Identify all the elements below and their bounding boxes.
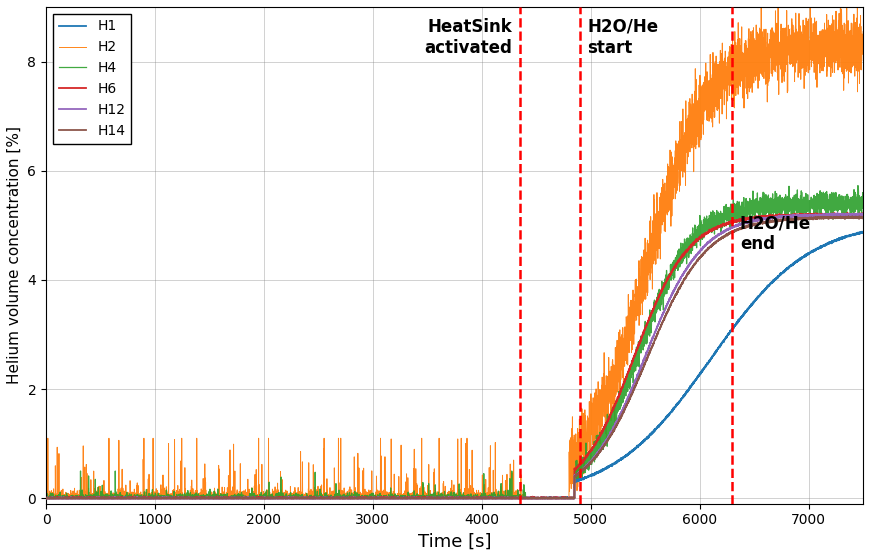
X-axis label: Time [s]: Time [s] — [417, 533, 491, 551]
H4 — [93, 494, 103, 501]
H1 — [62, 495, 72, 502]
H14 — [41, 495, 51, 502]
H6 — [857, 211, 867, 218]
H2 — [857, 28, 867, 35]
H1 — [857, 229, 867, 235]
Line: H4: H4 — [46, 186, 862, 498]
H14 — [41, 495, 51, 502]
H2 — [93, 492, 103, 499]
H12 — [62, 495, 72, 502]
H12 — [832, 210, 842, 217]
H4 — [520, 495, 530, 502]
H14 — [93, 495, 103, 502]
Text: H2O/He
end: H2O/He end — [740, 214, 810, 253]
H2 — [520, 495, 530, 502]
H6 — [322, 495, 333, 502]
H14 — [397, 495, 408, 502]
H1 — [397, 495, 408, 502]
H6 — [41, 495, 51, 502]
H12 — [41, 495, 51, 502]
H1 — [93, 495, 103, 502]
H14 — [322, 495, 333, 502]
H1 — [322, 494, 332, 501]
H2 — [772, 0, 782, 1]
H12 — [322, 495, 332, 502]
H12 — [857, 211, 867, 218]
H14 — [857, 214, 867, 220]
Text: HeatSink
activated: HeatSink activated — [424, 18, 512, 57]
H4 — [857, 201, 867, 208]
H2 — [41, 494, 51, 501]
H6 — [705, 228, 715, 234]
H2 — [397, 491, 408, 498]
H1 — [705, 355, 715, 362]
Line: H1: H1 — [46, 232, 862, 498]
Legend: H1, H2, H4, H6, H12, H14: H1, H2, H4, H6, H12, H14 — [53, 14, 131, 144]
H4 — [41, 495, 51, 502]
Line: H14: H14 — [46, 217, 862, 498]
H6 — [93, 495, 103, 502]
H4 — [322, 493, 332, 499]
H2 — [62, 493, 72, 500]
H6 — [397, 495, 408, 502]
H12 — [705, 238, 715, 244]
Y-axis label: Helium volume concentration [%]: Helium volume concentration [%] — [7, 126, 22, 384]
H14 — [705, 243, 715, 250]
Text: H2O/He
start: H2O/He start — [587, 18, 658, 57]
H6 — [828, 210, 839, 217]
H4 — [705, 220, 715, 227]
Line: H6: H6 — [46, 213, 862, 498]
H2 — [222, 493, 232, 500]
H12 — [397, 495, 408, 502]
H6 — [41, 495, 51, 502]
H14 — [842, 213, 852, 220]
H6 — [62, 495, 72, 502]
H14 — [62, 495, 72, 502]
H4 — [397, 493, 408, 500]
H4 — [852, 182, 862, 189]
H4 — [62, 490, 72, 497]
Line: H12: H12 — [46, 213, 862, 498]
H1 — [856, 228, 866, 235]
H2 — [322, 494, 332, 501]
H14 — [222, 495, 232, 502]
Line: H2: H2 — [46, 0, 862, 498]
H6 — [222, 494, 232, 501]
H2 — [705, 82, 715, 89]
H12 — [93, 495, 103, 502]
H1 — [41, 495, 51, 502]
H4 — [222, 494, 232, 501]
H12 — [222, 495, 232, 502]
H1 — [222, 495, 232, 502]
